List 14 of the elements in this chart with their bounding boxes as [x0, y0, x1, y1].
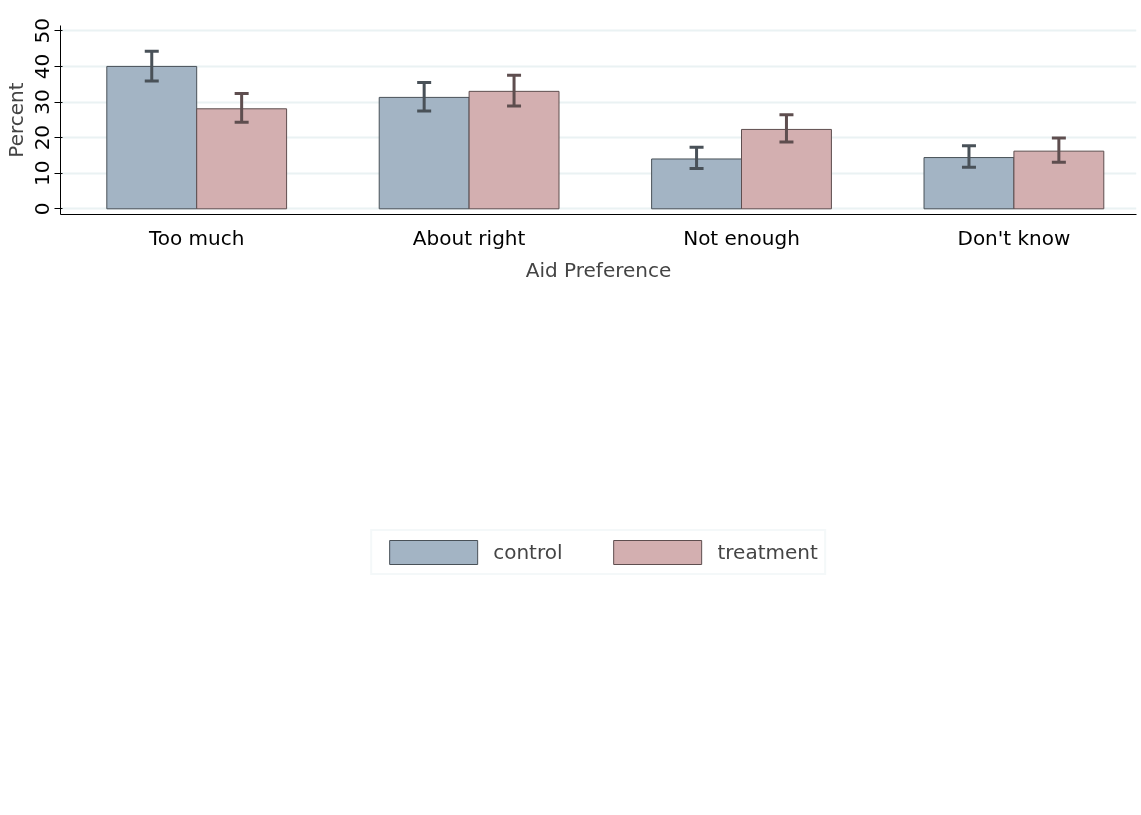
legend-label: control: [493, 540, 563, 564]
y-tick-label: 30: [30, 89, 55, 115]
x-tick-label: Not enough: [683, 225, 800, 250]
x-tick-label: Don't know: [957, 225, 1071, 250]
y-tick-label: 10: [30, 160, 55, 186]
y-tick-label: 20: [30, 124, 55, 151]
x-axis-title: Aid Preference: [525, 257, 672, 282]
y-tick-label: 50: [30, 18, 55, 44]
y-tick-label: 0: [30, 202, 55, 216]
y-axis-title: Percent: [3, 82, 28, 158]
x-tick-label: About right: [412, 225, 526, 250]
x-tick-label: Too much: [147, 225, 245, 250]
legend-label: treatment: [717, 540, 818, 564]
y-tick-label: 40: [30, 53, 55, 80]
